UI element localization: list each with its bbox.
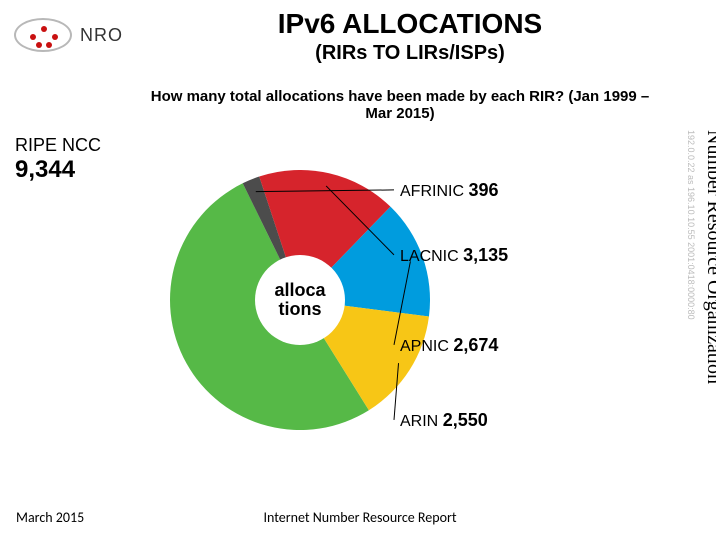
page-subtitle: (RIRs TO LIRs/ISPs) (200, 42, 620, 65)
svg-text:Number Resource Organization: Number Resource Organization (703, 130, 716, 384)
footer-report-title: Internet Number Resource Report (0, 509, 720, 526)
logo-oval (14, 18, 72, 52)
logo-text: NRO (80, 25, 123, 46)
svg-text:192.0.0.22 as 196.10.10.55 200: 192.0.0.22 as 196.10.10.55 2001:0418:000… (686, 130, 696, 320)
page-title: IPv6 ALLOCATIONS (200, 8, 620, 40)
side-org-text: Number Resource Organization 192.0.0.22 … (676, 130, 716, 490)
segment-label-ripe-ncc: RIPE NCC9,344 (15, 135, 101, 184)
segment-label-arin: ARIN 2,550 (400, 410, 488, 431)
segment-label-apnic: APNIC 2,674 (400, 335, 498, 356)
nro-logo: NRO (14, 18, 123, 52)
segment-label-afrinic: AFRINIC 396 (400, 180, 499, 201)
chart-question: How many total allocations have been mad… (140, 88, 660, 122)
pie-chart: allocations RIPE NCC9,344AFRINIC 396LACN… (60, 145, 660, 475)
pie-center-label: allocations (255, 255, 345, 345)
segment-label-lacnic: LACNIC 3,135 (400, 245, 508, 266)
